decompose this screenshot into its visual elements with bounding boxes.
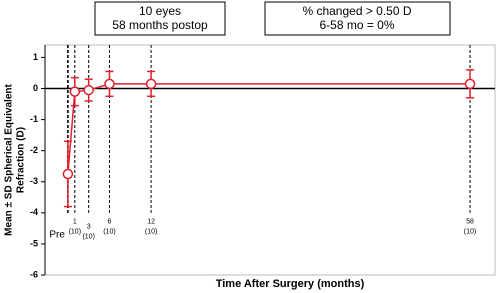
plot-area bbox=[44, 44, 496, 276]
y-tick-label: -5 bbox=[30, 238, 38, 248]
annotation: % changed > 0.50 D bbox=[302, 4, 411, 18]
annotation: 6-58 mo = 0% bbox=[319, 18, 394, 32]
data-point bbox=[104, 78, 115, 90]
n-label: (10) bbox=[82, 234, 94, 241]
x-tick-label: Pre bbox=[49, 229, 65, 240]
x-tick-label: 58 bbox=[466, 219, 474, 226]
y-tick-label: -2 bbox=[30, 145, 38, 155]
series-line bbox=[67, 83, 471, 175]
data-point bbox=[145, 78, 157, 90]
n-label: (10) bbox=[464, 229, 476, 236]
y-tick-label: 1 bbox=[33, 52, 38, 62]
y-tick-label: 0 bbox=[33, 83, 38, 93]
n-label: (10) bbox=[145, 229, 157, 236]
x-tick-label: 1 bbox=[73, 219, 77, 226]
x-tick-label: 12 bbox=[147, 219, 155, 226]
data-point bbox=[62, 168, 74, 180]
annotation-box bbox=[94, 1, 226, 36]
x-axis-label: Time After Surgery (months) bbox=[216, 278, 365, 290]
annotation: 10 eyes bbox=[139, 4, 181, 18]
data-point bbox=[69, 86, 81, 97]
n-label: (10) bbox=[69, 229, 81, 236]
annotation: 58 months postop bbox=[112, 18, 208, 32]
data-point bbox=[83, 84, 94, 96]
y-axis-label: Mean ± SD Spherical Equivalent bbox=[4, 84, 15, 236]
x-tick-label: 3 bbox=[87, 224, 91, 231]
y-axis-label: Refraction (D) bbox=[16, 127, 27, 193]
annotation-box bbox=[264, 1, 451, 36]
y-tick-label: -6 bbox=[30, 269, 38, 279]
n-label: (10) bbox=[103, 229, 115, 236]
x-tick-label: 6 bbox=[108, 219, 112, 226]
y-tick-label: -1 bbox=[30, 114, 38, 124]
y-tick-label: -4 bbox=[30, 207, 38, 217]
y-tick-label: -3 bbox=[30, 176, 38, 186]
data-point bbox=[464, 78, 476, 90]
